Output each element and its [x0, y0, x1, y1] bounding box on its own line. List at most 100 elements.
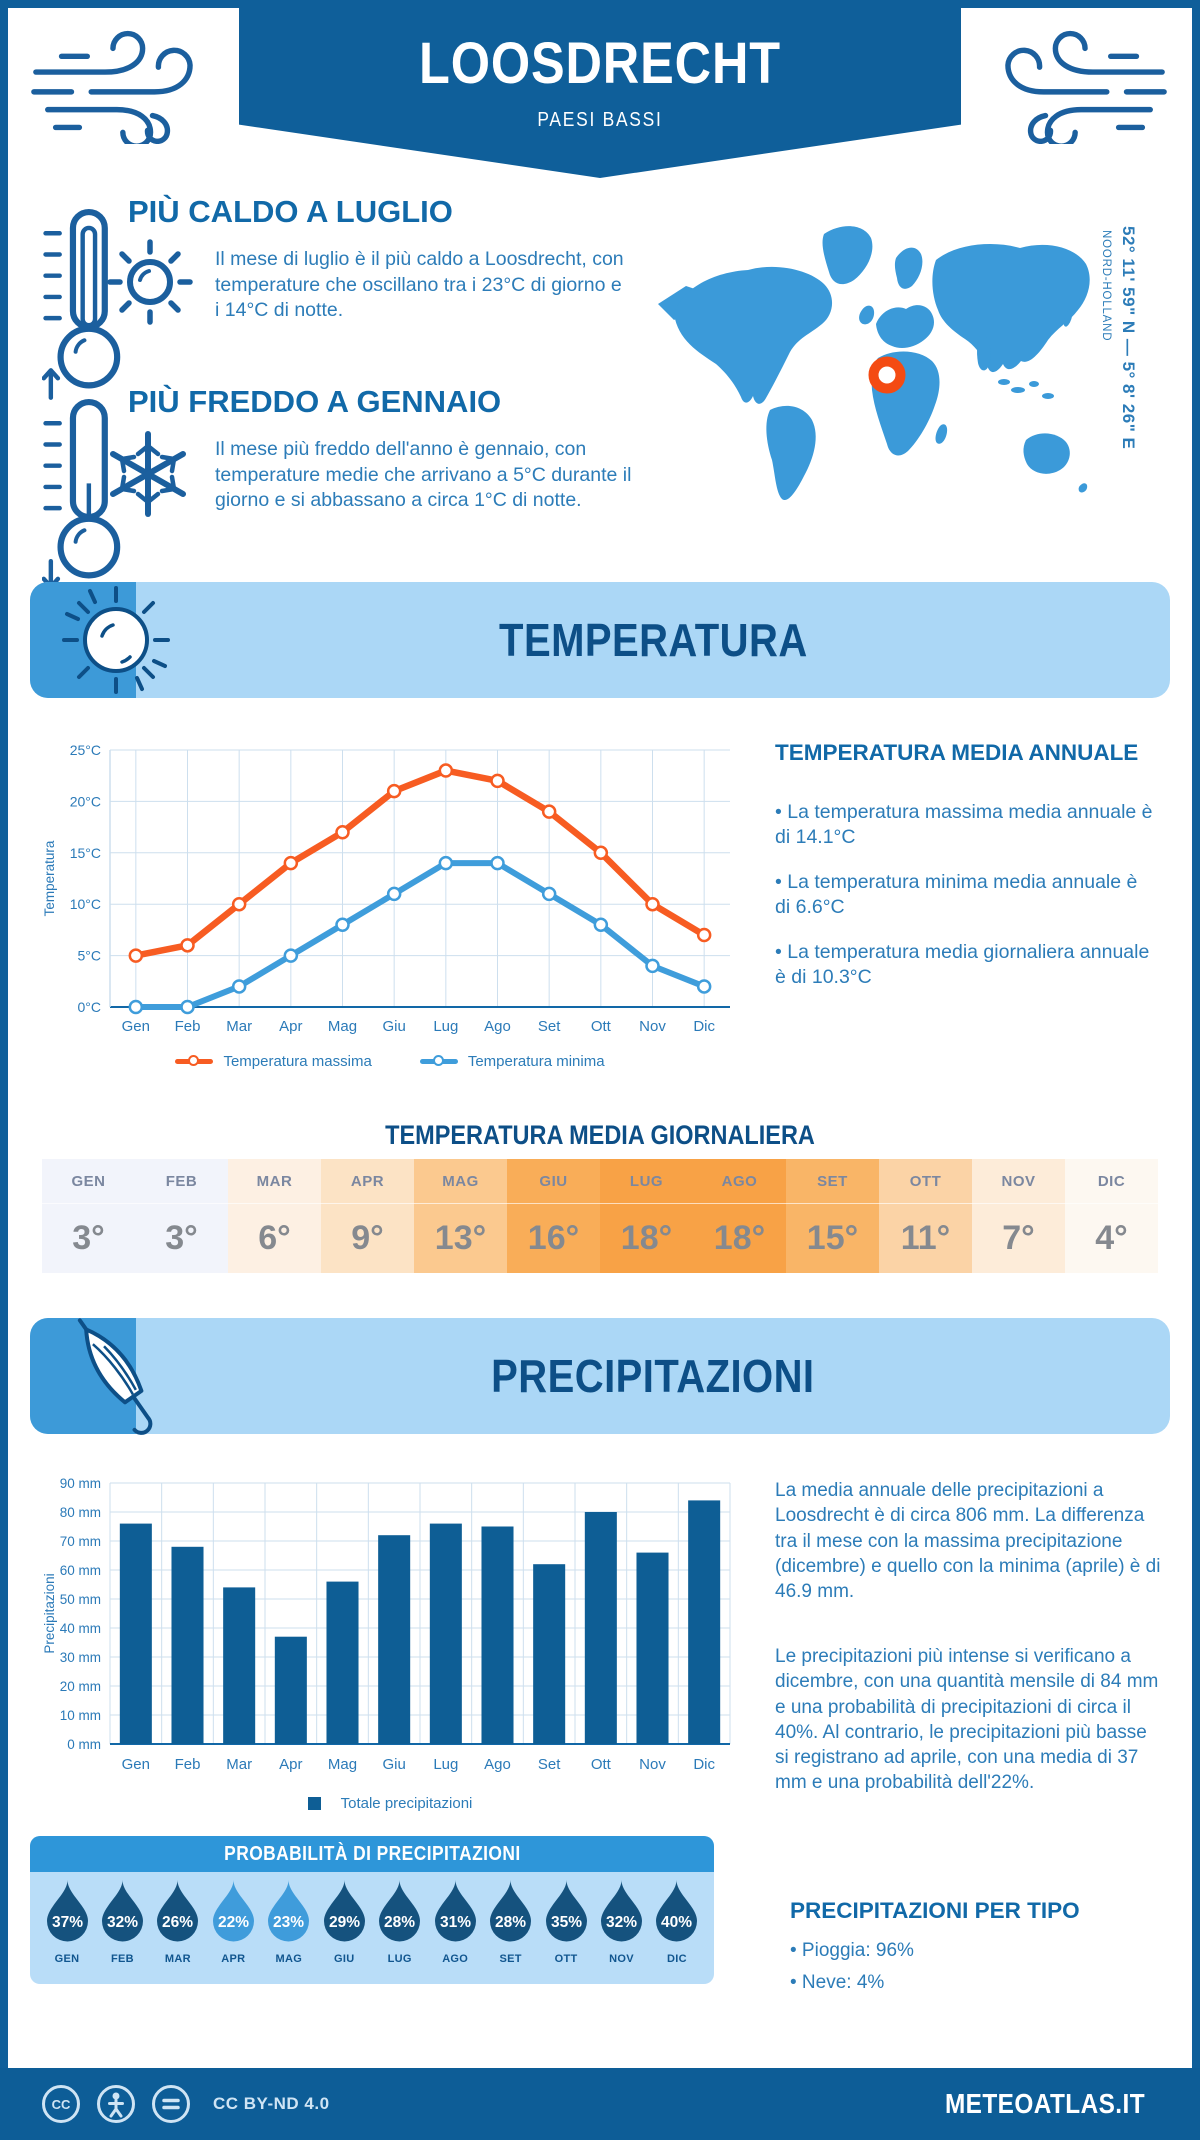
svg-text:CC: CC: [52, 2097, 71, 2112]
svg-text:40%: 40%: [661, 1914, 692, 1931]
thermometer-high-icon: [42, 208, 121, 400]
probability-droplet: 28% SET: [486, 1879, 536, 1965]
svg-text:Dic: Dic: [693, 1018, 715, 1035]
svg-text:29%: 29%: [329, 1914, 360, 1931]
legend-square-swatch: [307, 1796, 321, 1810]
daily-table-month: OTT: [879, 1159, 972, 1204]
svg-text:Gen: Gen: [122, 1756, 150, 1773]
probability-panel-title: PROBABILITÀ DI PRECIPITAZIONI: [30, 1836, 714, 1872]
daily-table-cell: APR 9°: [321, 1159, 414, 1273]
svg-text:10 mm: 10 mm: [60, 1708, 101, 1723]
data-point: [490, 773, 505, 789]
svg-text:10°C: 10°C: [70, 896, 101, 912]
data-point: [696, 927, 712, 943]
map-continents: [658, 226, 1090, 501]
droplet-icon: 26%: [157, 1880, 199, 1942]
svg-text:80 mm: 80 mm: [60, 1505, 101, 1520]
probability-droplet: 35% OTT: [541, 1879, 591, 1965]
umbrella-icon: [77, 1318, 153, 1435]
legend-entry: Temperatura minima: [419, 1053, 605, 1070]
probability-droplet: 22% APR: [208, 1879, 258, 1965]
precipitation-bar: [171, 1546, 204, 1744]
daily-table-cell: GIU 16°: [507, 1159, 600, 1273]
daily-table-cell: FEB 3°: [135, 1159, 228, 1273]
data-point: [593, 845, 609, 861]
daily-table-cell: OTT 11°: [879, 1159, 972, 1273]
legend-label: Temperatura massima: [223, 1052, 372, 1070]
daily-table-month: DIC: [1065, 1159, 1158, 1204]
probability-droplet: 26% MAR: [153, 1879, 203, 1965]
precipitation-bar: [223, 1587, 256, 1744]
svg-text:Apr: Apr: [279, 1756, 302, 1773]
data-point: [231, 896, 247, 912]
droplet-icon: 23%: [268, 1880, 310, 1942]
svg-text:Mar: Mar: [226, 1018, 252, 1035]
probability-droplet: 37% GEN: [42, 1879, 92, 1965]
probability-month-label: NOV: [609, 1953, 634, 1965]
temperature-banner: TEMPERATURA: [30, 582, 1170, 698]
precipitation-bar: [584, 1512, 617, 1744]
probability-month-label: MAG: [275, 1953, 303, 1965]
svg-text:Feb: Feb: [175, 1756, 201, 1773]
droplet-icon: 29%: [323, 1880, 365, 1942]
probability-droplet: 29% GIU: [319, 1879, 369, 1965]
daily-table-value: 18°: [620, 1219, 673, 1257]
highlight-warm-text: Il mese di luglio è il più caldo a Loosd…: [215, 248, 624, 322]
temperature-line-chart-svg: 0°C 5°C 10°C 15°C 20°C 25°C Gen Feb Mar Apr Mag Giu…: [42, 742, 730, 1035]
data-point: [283, 948, 299, 963]
data-point: [438, 855, 454, 871]
page-title: LOOSDRECHT: [419, 31, 781, 96]
data-point: [645, 896, 660, 912]
daily-table-month: GEN: [42, 1159, 135, 1204]
legend-label: Totale precipitazioni: [340, 1794, 473, 1812]
daily-table-month: GIU: [507, 1159, 600, 1204]
cc-by-person-icon: [97, 2085, 135, 2123]
precipitation-bar: [119, 1523, 152, 1744]
precipitation-bar: [326, 1581, 359, 1744]
svg-text:20°C: 20°C: [70, 793, 101, 809]
daily-table-value: 3°: [165, 1219, 198, 1257]
probability-droplet: 31% AGO: [430, 1879, 480, 1965]
probability-droplets-row: 37% GEN 32% FEB 26% MAR 22% APR 23% MAG 29% GIU 28% L…: [30, 1872, 714, 1965]
data-point: [335, 824, 350, 840]
footer: CC CC BY-ND 4.0 METEOATLAS.IT: [0, 2068, 1200, 2140]
daily-table-month: MAR: [228, 1159, 321, 1204]
data-point: [180, 999, 195, 1015]
svg-text:Mag: Mag: [328, 1018, 357, 1035]
svg-text:Ago: Ago: [484, 1018, 511, 1035]
probability-panel: PROBABILITÀ DI PRECIPITAZIONI 37% GEN 32% F…: [30, 1836, 714, 1984]
svg-text:Mar: Mar: [226, 1756, 252, 1773]
probability-droplet: 23% MAG: [264, 1879, 314, 1965]
page-border-right: [1192, 0, 1200, 2140]
daily-table-month: NOV: [972, 1159, 1065, 1204]
legend-line-swatch: [419, 1055, 458, 1066]
probability-month-label: GEN: [54, 1953, 80, 1965]
temperature-chart-legend: Temperatura massima Temperatura minima: [40, 1050, 740, 1072]
probability-month-label: OTT: [554, 1953, 578, 1965]
svg-text:5°C: 5°C: [78, 948, 102, 964]
probability-month-label: APR: [221, 1953, 246, 1965]
precipitation-bar-chart-svg: 0 mm 10 mm 20 mm 30 mm 40 mm 50 mm 60 mm 70 mm 8…: [42, 1476, 731, 1773]
daily-table-value: 9°: [351, 1219, 384, 1257]
data-point: [438, 763, 454, 778]
data-point: [386, 783, 402, 799]
droplet-icon: 32%: [601, 1880, 643, 1942]
daily-table-cell: AGO 18°: [693, 1159, 786, 1273]
probability-month-label: DIC: [667, 1953, 687, 1965]
svg-text:37%: 37%: [51, 1914, 82, 1931]
svg-text:28%: 28%: [384, 1914, 415, 1931]
daily-table-value: 6°: [258, 1219, 291, 1257]
sun-icon: [107, 239, 193, 325]
svg-text:Set: Set: [538, 1756, 561, 1773]
precip-type-item: • Neve: 4%: [790, 1972, 885, 1993]
daily-table-cell: GEN 3°: [42, 1159, 135, 1273]
svg-text:Apr: Apr: [279, 1018, 302, 1035]
probability-droplet: 28% LUG: [375, 1879, 425, 1965]
svg-text:30 mm: 30 mm: [60, 1650, 101, 1665]
daily-table-month: MAG: [414, 1159, 507, 1204]
svg-text:Lug: Lug: [433, 1018, 458, 1035]
svg-text:23%: 23%: [273, 1914, 304, 1931]
data-point: [180, 938, 195, 953]
geo-coordinates: 52° 11' 59" N — 5° 8' 26" E: [1119, 226, 1138, 450]
droplet-icon: 22%: [212, 1880, 254, 1942]
